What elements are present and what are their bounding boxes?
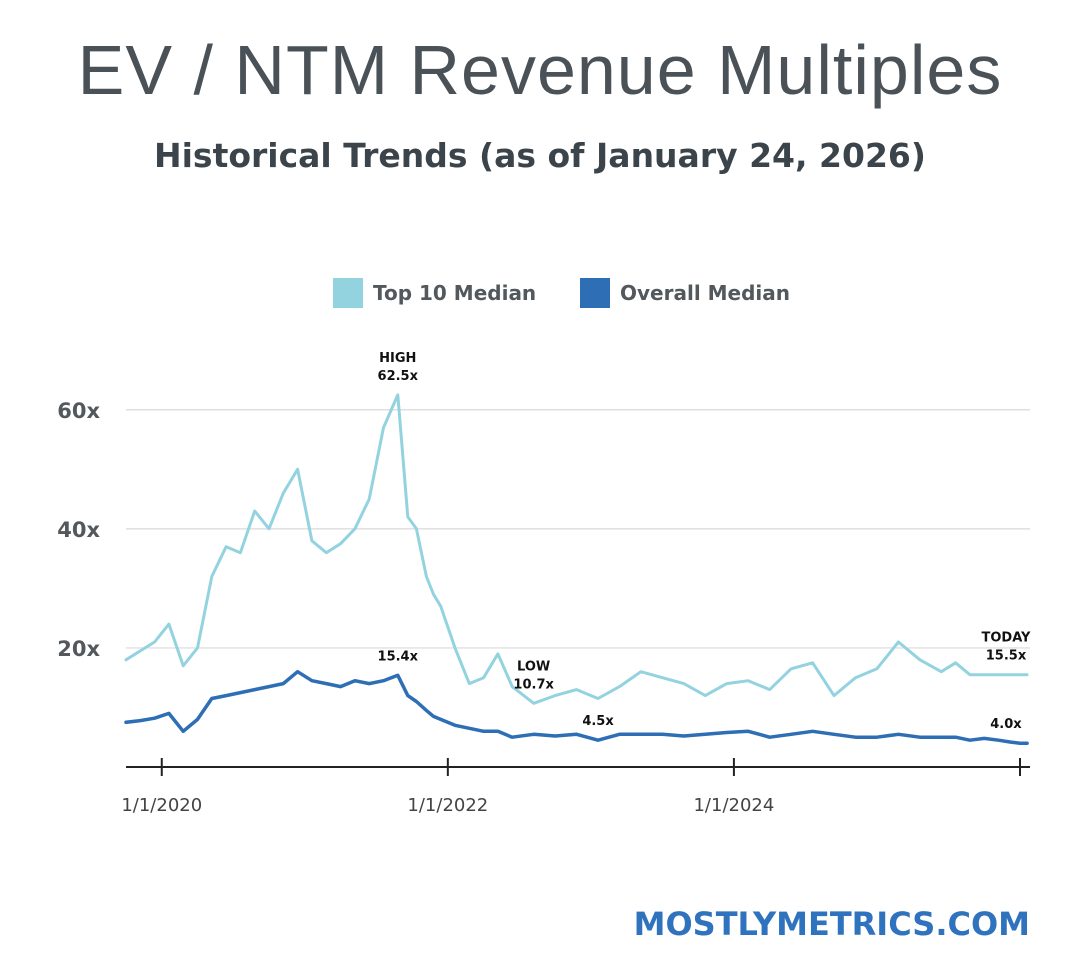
x-axis: 1/1/2020 1/1/2022 1/1/2024 xyxy=(121,758,1030,816)
legend: Top 10 Median Overall Median xyxy=(333,278,790,308)
chart-title: EV / NTM Revenue Multiples xyxy=(77,31,1003,109)
footer-site[interactable]: MOSTLYMETRICS.COM xyxy=(633,905,1030,943)
series-line-0 xyxy=(124,393,1029,705)
annotation-value: 62.5x xyxy=(378,369,419,384)
gridlines xyxy=(126,409,1030,649)
legend-swatch-overall xyxy=(580,278,610,308)
series-lines xyxy=(124,393,1029,745)
y-tick-label: 60x xyxy=(57,399,100,423)
annotations: HIGH 62.5x LOW 10.7x TODAY 15.5x 15.4x 4.5x 4.0x xyxy=(378,351,1031,732)
legend-label-top10: Top 10 Median xyxy=(373,281,536,305)
annotation-label: TODAY xyxy=(982,631,1032,646)
series-line-1 xyxy=(124,669,1029,745)
annotation-label: HIGH xyxy=(379,351,416,366)
annotation-value: 4.0x xyxy=(990,717,1022,732)
chart-subtitle: Historical Trends (as of January 24, 202… xyxy=(154,136,926,175)
y-axis-ticks: 20x 40x 60x xyxy=(57,399,100,661)
x-tick-label: 1/1/2024 xyxy=(693,795,774,816)
annotation-value: 4.5x xyxy=(582,714,614,729)
legend-swatch-top10 xyxy=(333,278,363,308)
x-tick-label: 1/1/2020 xyxy=(121,795,202,816)
annotation-value: 15.4x xyxy=(378,649,419,664)
y-tick-label: 40x xyxy=(57,518,100,542)
annotation-value: 15.5x xyxy=(986,649,1027,664)
y-tick-label: 20x xyxy=(57,637,100,661)
annotation-label: LOW xyxy=(517,659,550,674)
x-tick-label: 1/1/2022 xyxy=(407,795,488,816)
annotation-value: 10.7x xyxy=(513,677,554,692)
legend-label-overall: Overall Median xyxy=(620,281,790,305)
